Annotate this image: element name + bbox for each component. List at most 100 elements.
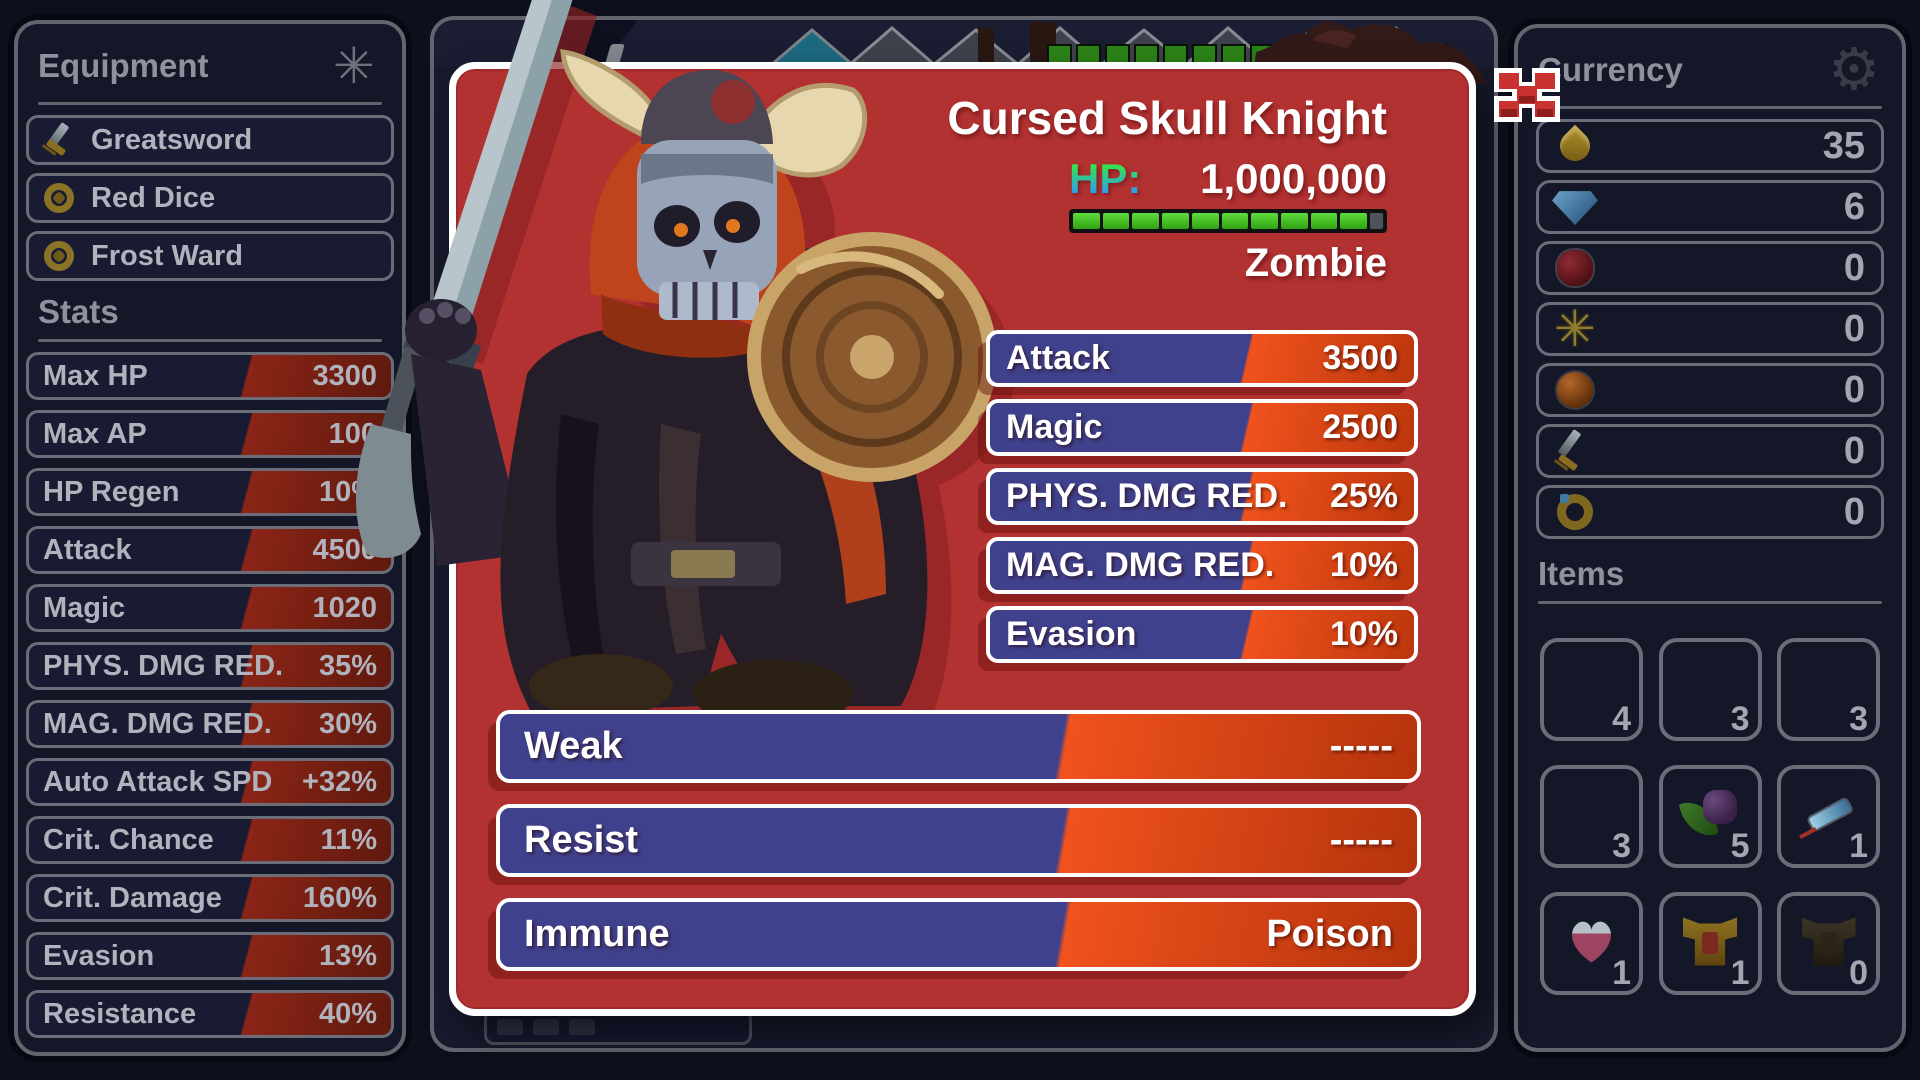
currency-row: 0 bbox=[1536, 424, 1884, 478]
enemy-stat-row: Attack 3500 bbox=[986, 330, 1418, 387]
player-stat-row: Attack 4500 bbox=[26, 526, 394, 574]
equipment-name: Greatsword bbox=[91, 123, 253, 156]
sword-icon bbox=[39, 120, 79, 160]
affinity-label: Immune bbox=[524, 913, 670, 955]
currency-value: 35 bbox=[1822, 124, 1865, 167]
herb-bundle-icon bbox=[1681, 788, 1739, 840]
currency-row: 35 bbox=[1536, 119, 1884, 173]
enemy-name: Cursed Skull Knight bbox=[947, 92, 1387, 144]
enemy-stat-row: Evasion 10% bbox=[986, 606, 1418, 663]
stat-label: Attack bbox=[1006, 339, 1110, 377]
item-count: 5 bbox=[1730, 827, 1750, 865]
hp-segment bbox=[1310, 213, 1338, 229]
stat-label: Attack bbox=[43, 533, 132, 566]
gear-icon[interactable] bbox=[1826, 42, 1882, 98]
affinity-label: Weak bbox=[524, 725, 623, 767]
item-slot[interactable]: 4 bbox=[1540, 638, 1643, 741]
stat-label: Evasion bbox=[1006, 615, 1137, 653]
item-slot[interactable]: 3 bbox=[1658, 638, 1762, 741]
stat-value: 35% bbox=[318, 649, 377, 682]
player-stat-row: Max HP 3300 bbox=[26, 352, 394, 400]
item-count: 3 bbox=[1730, 700, 1750, 738]
item-slot[interactable]: 1 bbox=[1540, 892, 1643, 995]
stat-label: Resistance bbox=[43, 997, 197, 1030]
item-count: 4 bbox=[1612, 700, 1631, 738]
item-count: 0 bbox=[1849, 954, 1868, 992]
divider bbox=[38, 339, 382, 342]
sun-medal-icon bbox=[1551, 305, 1599, 353]
affinity-value: ----- bbox=[1329, 819, 1393, 861]
currency-row: 0 bbox=[1536, 485, 1884, 539]
hp-segment bbox=[1280, 213, 1308, 229]
item-slot[interactable]: 1 bbox=[1658, 892, 1762, 995]
equipment-slot[interactable]: Frost Ward bbox=[26, 231, 394, 281]
heart-potion-icon bbox=[1567, 918, 1617, 964]
stat-value: 11% bbox=[320, 823, 377, 856]
enemy-stat-row: PHYS. DMG RED. 25% bbox=[986, 468, 1418, 525]
stats-title: Stats bbox=[38, 293, 119, 330]
amulet-icon bbox=[39, 178, 79, 218]
hp-segment bbox=[1221, 213, 1249, 229]
currency-value: 0 bbox=[1843, 429, 1865, 472]
stat-label: Crit. Damage bbox=[43, 881, 222, 914]
gold-ring-icon bbox=[1551, 488, 1599, 536]
player-stat-row: MAG. DMG RED. 30% bbox=[26, 700, 394, 748]
stat-value: 10% bbox=[1329, 615, 1398, 653]
stat-value: 4500 bbox=[312, 533, 377, 566]
hp-segment bbox=[1251, 213, 1278, 229]
scene-tower bbox=[978, 28, 994, 66]
equipment-title: Equipment bbox=[38, 47, 209, 84]
affinity-label: Resist bbox=[524, 819, 639, 861]
stat-value: 30% bbox=[318, 707, 377, 740]
item-slot[interactable]: 3 bbox=[1540, 765, 1643, 868]
items-grid: 4 3 3 3 5 1 1 bbox=[1540, 638, 1880, 995]
enemy-stat-row: MAG. DMG RED. 10% bbox=[986, 537, 1418, 594]
player-stat-row: Auto Attack SPD +32% bbox=[26, 758, 394, 806]
enemy-header: Cursed Skull Knight HP: 1,000,000 Zombie bbox=[767, 91, 1387, 286]
item-count: 3 bbox=[1612, 827, 1631, 865]
hp-segment bbox=[1102, 213, 1130, 229]
stat-value: 3300 bbox=[312, 359, 377, 392]
affinity-value: ----- bbox=[1329, 725, 1393, 767]
hp-segment bbox=[1340, 213, 1368, 229]
close-x-icon bbox=[1494, 68, 1560, 122]
stat-label: HP Regen bbox=[43, 475, 180, 508]
item-slot[interactable]: 1 bbox=[1777, 765, 1880, 868]
stat-value: 25% bbox=[1329, 477, 1398, 515]
player-stat-row: Max AP 100 bbox=[26, 410, 394, 458]
compass-star-icon bbox=[326, 38, 382, 94]
close-button[interactable] bbox=[1492, 56, 1562, 130]
stat-value: 10% bbox=[318, 475, 377, 508]
blue-gem-icon bbox=[1551, 183, 1599, 231]
equipment-slot[interactable]: Greatsword bbox=[26, 115, 394, 165]
stat-label: PHYS. DMG RED. bbox=[43, 649, 284, 682]
stat-label: Max AP bbox=[43, 417, 147, 450]
equipment-slot[interactable]: Red Dice bbox=[26, 173, 394, 223]
divider bbox=[1538, 106, 1882, 109]
currency-value: 0 bbox=[1843, 307, 1865, 350]
equipment-name: Frost Ward bbox=[91, 239, 243, 272]
hp-label: HP: bbox=[1069, 155, 1142, 202]
stat-label: Evasion bbox=[43, 939, 155, 972]
player-stat-row: Crit. Chance 11% bbox=[26, 816, 394, 864]
item-count: 3 bbox=[1849, 700, 1868, 738]
amulet-icon bbox=[39, 236, 79, 276]
stat-value: +32% bbox=[302, 765, 377, 798]
player-stat-row: PHYS. DMG RED. 35% bbox=[26, 642, 394, 690]
currency-value: 0 bbox=[1843, 246, 1865, 289]
enemy-affinities: Weak ----- Resist ----- Immune Poison bbox=[496, 710, 1421, 992]
enemy-hp-bar bbox=[1069, 209, 1387, 233]
red-gem-icon bbox=[1551, 244, 1599, 292]
sword-icon bbox=[1551, 427, 1599, 475]
enemy-stats: Attack 3500 Magic 2500 PHYS. DMG RED. 25… bbox=[986, 330, 1418, 675]
hp-segment bbox=[1191, 213, 1219, 229]
player-stat-row: Resistance 40% bbox=[26, 990, 394, 1038]
stat-label: Max HP bbox=[43, 359, 148, 392]
player-stat-row: Crit. Damage 160% bbox=[26, 874, 394, 922]
item-slot[interactable]: 5 bbox=[1658, 765, 1762, 868]
stat-value: 40% bbox=[318, 997, 377, 1030]
stat-value: 1020 bbox=[312, 591, 377, 624]
item-slot[interactable]: 0 bbox=[1777, 892, 1880, 995]
hp-segment bbox=[1073, 213, 1100, 229]
item-slot[interactable]: 3 bbox=[1777, 638, 1880, 741]
